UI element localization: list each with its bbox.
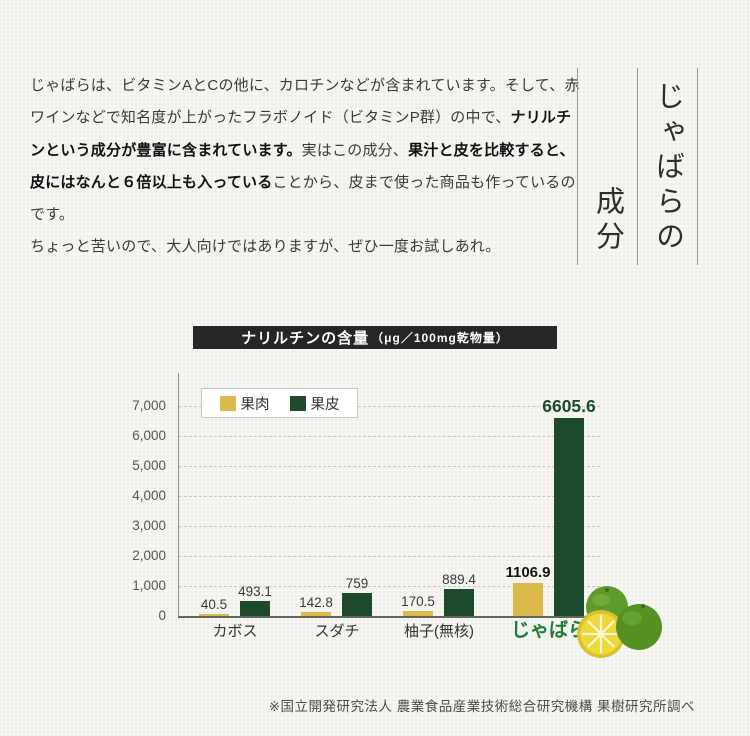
legend-swatch-flesh <box>219 395 236 411</box>
intro-paragraph: じゃばらは、ビタミンAとCの他に、カロチンなどが含まれています。そして、赤ワイン… <box>30 77 580 224</box>
bar-果肉-柚子(無核) <box>403 611 433 616</box>
value-label-果肉-カボス: 40.5 <box>200 597 228 612</box>
gridline <box>179 526 600 527</box>
legend-swatch-peel <box>289 395 306 411</box>
bar-果皮-柚子(無核) <box>444 589 474 616</box>
value-label-果肉-スダチ: 142.8 <box>299 595 333 610</box>
bar-果肉-スダチ <box>301 612 331 616</box>
vertical-title-column-first: じゃばらの <box>638 68 698 265</box>
bar-果皮-スダチ <box>342 593 372 616</box>
legend-label-peel: 果皮 <box>310 396 340 413</box>
y-axis-line <box>178 373 179 618</box>
bar-果肉-カボス <box>199 614 229 616</box>
y-axis-tick-label: 3,000 <box>132 518 166 533</box>
chart-legend: 果肉 果皮 <box>201 388 358 418</box>
y-axis-tick-label: 5,000 <box>132 458 166 473</box>
category-label-スダチ: スダチ <box>314 623 360 640</box>
vertical-title-text-jabarano: じゃばらの <box>651 81 684 256</box>
vertical-title: 成分 じゃばらの <box>577 68 698 265</box>
value-label-果皮-柚子(無核): 889.4 <box>442 572 476 587</box>
y-axis-tick-label: 7,000 <box>132 398 166 413</box>
x-axis-line <box>178 616 605 618</box>
cut-half-fruit <box>577 610 625 658</box>
bar-果肉-じゃばら <box>513 583 543 616</box>
attribution-note: ※国立開発研究法人 農業食品産業技術総合研究機構 果樹研究所調べ <box>268 699 695 714</box>
value-label-果皮-カボス: 493.1 <box>238 584 272 599</box>
value-label-果肉-柚子(無核): 170.5 <box>401 594 435 609</box>
value-label-果皮-じゃばら: 6605.6 <box>542 396 596 416</box>
bar-果皮-カボス <box>240 601 270 616</box>
category-label-柚子(無核): 柚子(無核) <box>404 623 474 640</box>
y-axis-tick-label: 6,000 <box>132 428 166 443</box>
intro-text: じゃばらは、ビタミンAとCの他に、カロチンなどが含まれています。そして、赤ワイン… <box>30 70 582 264</box>
gridline <box>179 466 600 467</box>
y-axis-tick-label: 4,000 <box>132 488 166 503</box>
gridline <box>179 556 600 557</box>
legend-label-flesh: 果肉 <box>240 396 270 413</box>
gridline <box>179 436 600 437</box>
legend-item-flesh: 果肉 <box>219 393 270 414</box>
value-label-果皮-スダチ: 759 <box>345 576 369 591</box>
chart-title-text: ナリルチンの含量 <box>241 330 370 347</box>
y-axis-tick-label: 2,000 <box>132 548 166 563</box>
gridline <box>179 496 600 497</box>
gridline <box>179 586 600 587</box>
vertical-title-column-second: 成分 <box>578 68 638 265</box>
legend-item-peel: 果皮 <box>289 393 340 414</box>
value-label-果肉-じゃばら: 1106.9 <box>505 564 551 581</box>
y-axis-tick-label: 0 <box>158 608 166 623</box>
intro-paragraph: ちょっと苦いので、大人向けではありますが、ぜひ一度お試しあれ。 <box>30 238 501 256</box>
jabara-fruits-image <box>577 586 662 658</box>
y-axis-tick-label: 1,000 <box>132 578 166 593</box>
chart-title-bar: ナリルチンの含量 （μg／100mg乾物量） <box>193 326 557 349</box>
category-label-カボス: カボス <box>212 623 258 640</box>
vertical-title-text-seibun: 成分 <box>591 186 624 256</box>
chart-title-unit: （μg／100mg乾物量） <box>371 331 509 345</box>
